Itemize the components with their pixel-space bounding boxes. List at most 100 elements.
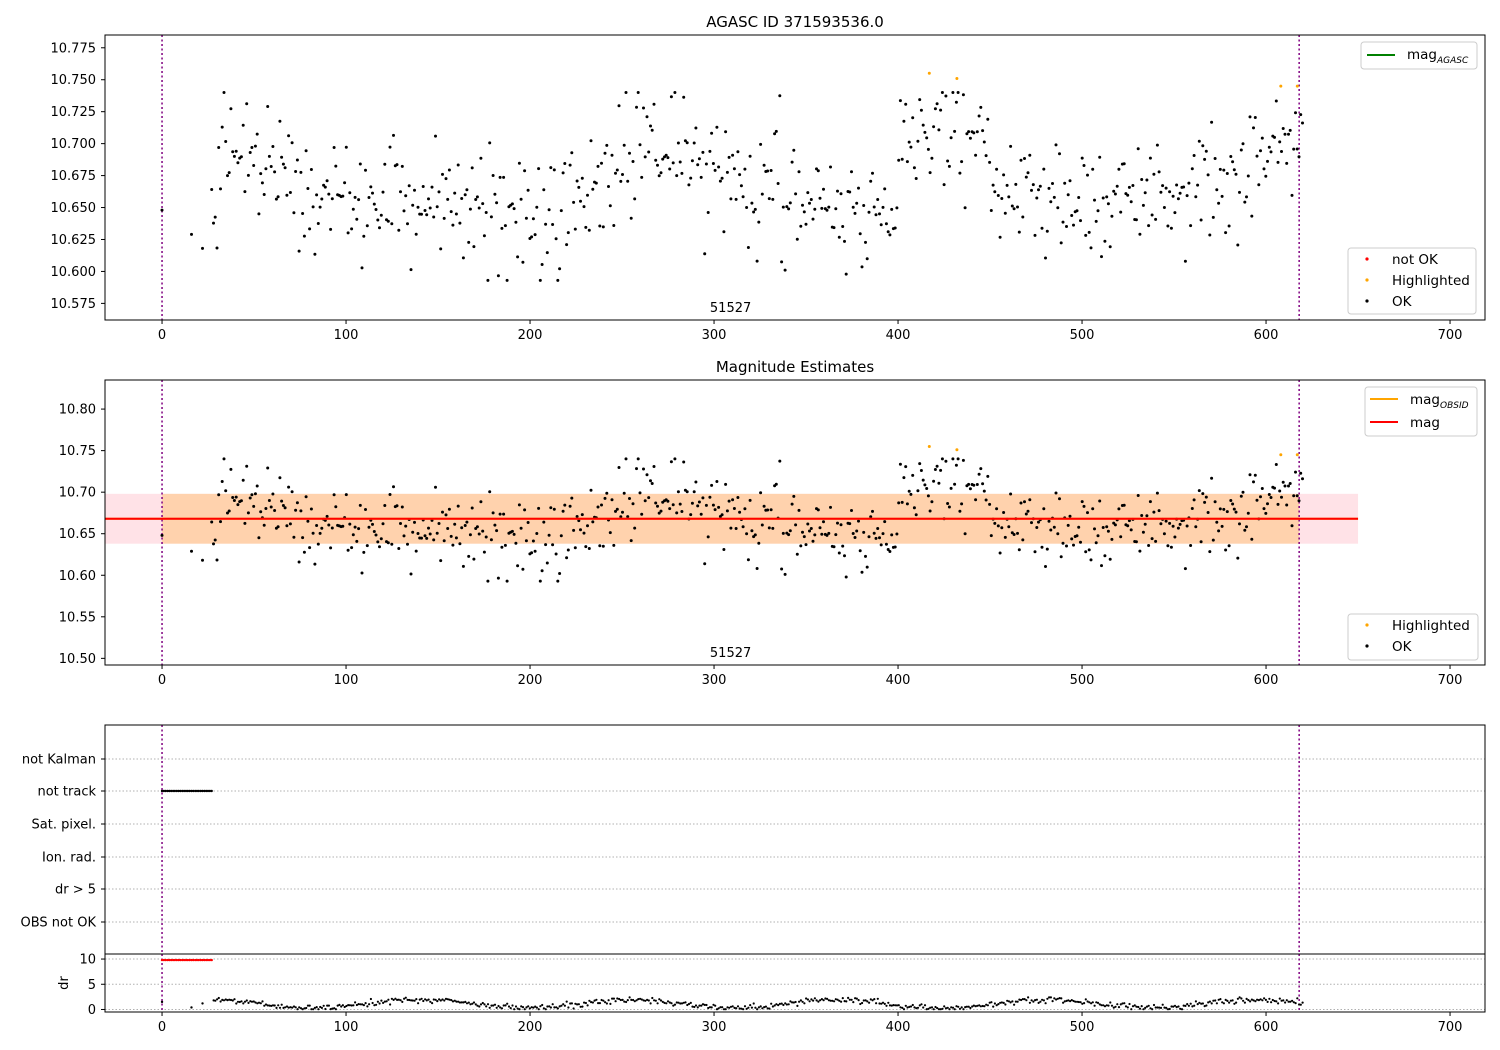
agasc-ok-point xyxy=(743,167,747,171)
magnitude-ok-point xyxy=(292,535,296,539)
dr-point xyxy=(229,998,233,1002)
magnitude-ok-point xyxy=(226,511,229,515)
dr-point xyxy=(525,1006,528,1009)
agasc-ok-point xyxy=(951,91,955,94)
magnitude-ok-point xyxy=(360,571,364,575)
agasc-ok-point xyxy=(794,192,798,196)
agasc-ok-point xyxy=(1175,183,1179,187)
magnitude-ok-point xyxy=(778,459,782,463)
dr-point xyxy=(850,998,853,1001)
not-track-point xyxy=(199,789,202,793)
dr-point xyxy=(263,1004,266,1007)
dr-point xyxy=(404,996,407,999)
magnitude-ok-point xyxy=(930,500,934,504)
magnitude-ok-point xyxy=(753,533,757,537)
magnitude-ok-point xyxy=(944,459,948,463)
magnitude-highlighted-point xyxy=(927,445,931,448)
agasc-ok-point xyxy=(612,224,616,227)
dr-clipped-point xyxy=(168,958,171,962)
magnitude-ok-point xyxy=(802,535,806,539)
flags-marks xyxy=(105,725,1485,954)
dr-point xyxy=(647,999,650,1002)
dr-point xyxy=(422,999,425,1003)
dr-point xyxy=(803,1002,806,1005)
magnitude-ok-point xyxy=(558,572,562,575)
dr-point xyxy=(666,1000,670,1003)
magnitude-xtick-label-200: 200 xyxy=(518,673,543,688)
dr-point xyxy=(254,1001,257,1004)
magnitude-ok-point xyxy=(1217,529,1221,533)
dr-point xyxy=(941,1007,944,1010)
magnitude-xtick-label-700: 700 xyxy=(1438,673,1463,688)
dr-point xyxy=(586,1004,589,1007)
dr-point xyxy=(534,1005,537,1008)
agasc-xtick-label-0: 0 xyxy=(158,328,166,343)
agasc-ok-point xyxy=(1098,155,1102,159)
magnitude-ok-point xyxy=(741,525,745,529)
agasc-ok-point xyxy=(1093,198,1096,202)
magnitude-ok-point xyxy=(703,562,707,566)
magnitude-ok-point xyxy=(1026,509,1030,513)
agasc-ok-point xyxy=(886,230,890,234)
dr-point xyxy=(553,1006,556,1009)
magnitude-ok-point xyxy=(755,567,759,570)
agasc-ok-point xyxy=(729,197,733,201)
agasc-ok-point xyxy=(1070,214,1074,217)
agasc-ok-point xyxy=(935,102,939,106)
magnitude-ok-point xyxy=(836,521,839,525)
agasc-ok-point xyxy=(860,265,864,269)
agasc-ok-point xyxy=(1169,226,1173,230)
dr-point xyxy=(1035,998,1038,1001)
agasc-ok-point xyxy=(608,204,612,208)
magnitude-ok-point xyxy=(1169,545,1173,549)
magnitude-ok-point xyxy=(351,533,355,537)
magnitude-ok-point xyxy=(858,549,862,553)
agasc-ok-point xyxy=(820,206,824,210)
agasc-ok-point xyxy=(1035,196,1039,200)
magnitude-ok-point xyxy=(1269,496,1273,499)
dr-point xyxy=(665,1002,668,1005)
dr-point xyxy=(625,1000,628,1004)
magnitude-ok-point xyxy=(316,542,320,546)
dr-point xyxy=(1264,998,1267,1002)
magnitude-ok-point xyxy=(884,542,888,546)
agasc-ok-point xyxy=(788,201,792,205)
magnitude-ok-point xyxy=(864,554,867,558)
dr-point xyxy=(1156,1006,1159,1009)
agasc-ok-point xyxy=(664,153,668,157)
agasc-ok-point xyxy=(460,197,464,200)
magnitude-ok-point xyxy=(708,495,712,499)
not-track-point xyxy=(173,789,177,793)
magnitude-ok-point xyxy=(1070,537,1074,541)
agasc-ok-point xyxy=(809,198,813,201)
magnitude-ok-point xyxy=(1267,493,1271,496)
dr-point xyxy=(541,1003,544,1007)
dr-point xyxy=(513,1008,516,1011)
agasc-ok-point xyxy=(292,211,296,215)
agasc-ok-point xyxy=(1014,182,1018,186)
dr-point xyxy=(312,1008,315,1011)
magnitude-ok-point xyxy=(559,534,563,538)
magnitude-ok-point xyxy=(329,546,333,550)
agasc-ok-point xyxy=(1222,168,1226,172)
magnitude-ok-point xyxy=(1079,540,1082,544)
magnitude-ok-point xyxy=(388,493,392,496)
agasc-ok-point xyxy=(750,201,754,205)
magnitude-ok-point xyxy=(1138,549,1142,553)
magnitude-ok-point xyxy=(190,549,193,553)
dr-point xyxy=(955,1005,958,1008)
dr-point xyxy=(348,1004,351,1007)
dr-point xyxy=(310,1008,313,1011)
agasc-ok-point xyxy=(573,227,577,231)
dr-point xyxy=(455,1000,458,1003)
agasc-marker-legend-box xyxy=(1347,247,1477,315)
agasc-ok-point xyxy=(276,195,280,199)
magnitude-ok-point xyxy=(932,479,936,483)
agasc-ok-point xyxy=(313,252,317,256)
magnitude-ok-point xyxy=(217,493,221,497)
agasc-ok-point xyxy=(961,93,965,97)
agasc-ok-point xyxy=(1178,191,1182,195)
magnitude-ok-point xyxy=(318,531,322,535)
agasc-ok-point xyxy=(965,132,969,136)
magnitude-ok-point xyxy=(365,544,369,548)
